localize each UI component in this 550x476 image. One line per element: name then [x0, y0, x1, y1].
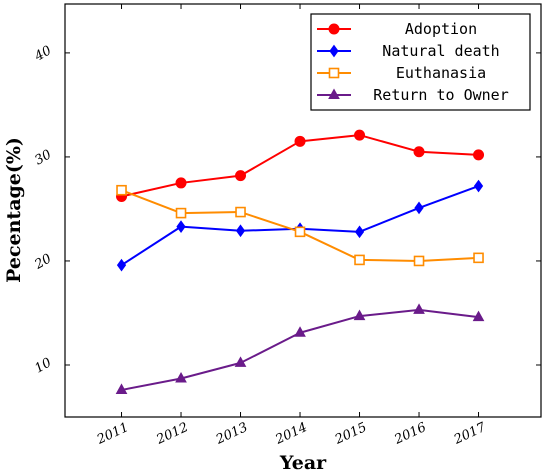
legend-swatch-marker — [329, 44, 339, 58]
data-point — [294, 135, 306, 147]
data-point — [413, 303, 425, 314]
data-point — [294, 226, 306, 238]
y-tick-label: 30 — [32, 147, 54, 168]
data-point — [175, 177, 187, 189]
legend-swatch-marker — [328, 23, 340, 35]
legend-label: Return to Owner — [373, 86, 508, 104]
data-point — [234, 356, 247, 367]
data-point — [175, 371, 187, 383]
data-point — [473, 252, 484, 264]
data-point — [116, 258, 127, 272]
legend: Adoption Natural death Euthanasia Return to… — [310, 13, 531, 111]
x-tick-label: 2016 — [391, 420, 428, 448]
series-layer — [115, 129, 485, 394]
data-point — [353, 309, 366, 321]
x-tick-label: 2011 — [94, 420, 131, 448]
y-axis-title: Pecentage(%) — [3, 137, 25, 283]
data-point — [414, 201, 424, 215]
data-point — [175, 207, 187, 219]
data-point — [413, 146, 425, 158]
y-tick-label: 20 — [31, 251, 54, 273]
y-tick-label: 40 — [31, 43, 54, 65]
legend-label: Euthanasia — [396, 64, 486, 82]
data-point — [235, 206, 246, 218]
data-point — [235, 170, 247, 182]
data-point — [354, 225, 365, 239]
legend-label: Natural death — [382, 42, 499, 60]
y-tick-label: 10 — [32, 355, 54, 376]
data-point — [235, 224, 246, 238]
legend-swatch-marker — [328, 88, 340, 99]
data-point — [116, 184, 127, 196]
legend-label: Adoption — [405, 20, 477, 38]
data-point — [354, 254, 365, 266]
x-tick-label: 2017 — [451, 420, 489, 448]
plot-frame — [64, 3, 542, 418]
data-point — [176, 220, 186, 233]
data-point — [473, 179, 484, 193]
series-line — [121, 308, 479, 391]
data-point — [472, 310, 485, 322]
data-point — [294, 326, 306, 337]
x-tick-label: 2012 — [153, 420, 190, 448]
data-point — [473, 149, 485, 161]
x-tick-label: 2014 — [272, 420, 309, 448]
x-axis-title: Year — [279, 452, 327, 474]
data-point — [115, 383, 128, 394]
data-point — [413, 255, 425, 267]
data-point — [354, 129, 366, 141]
x-tick-label: 2015 — [332, 420, 369, 448]
legend-swatch-marker — [328, 67, 340, 79]
x-tick-label: 2013 — [213, 420, 250, 448]
